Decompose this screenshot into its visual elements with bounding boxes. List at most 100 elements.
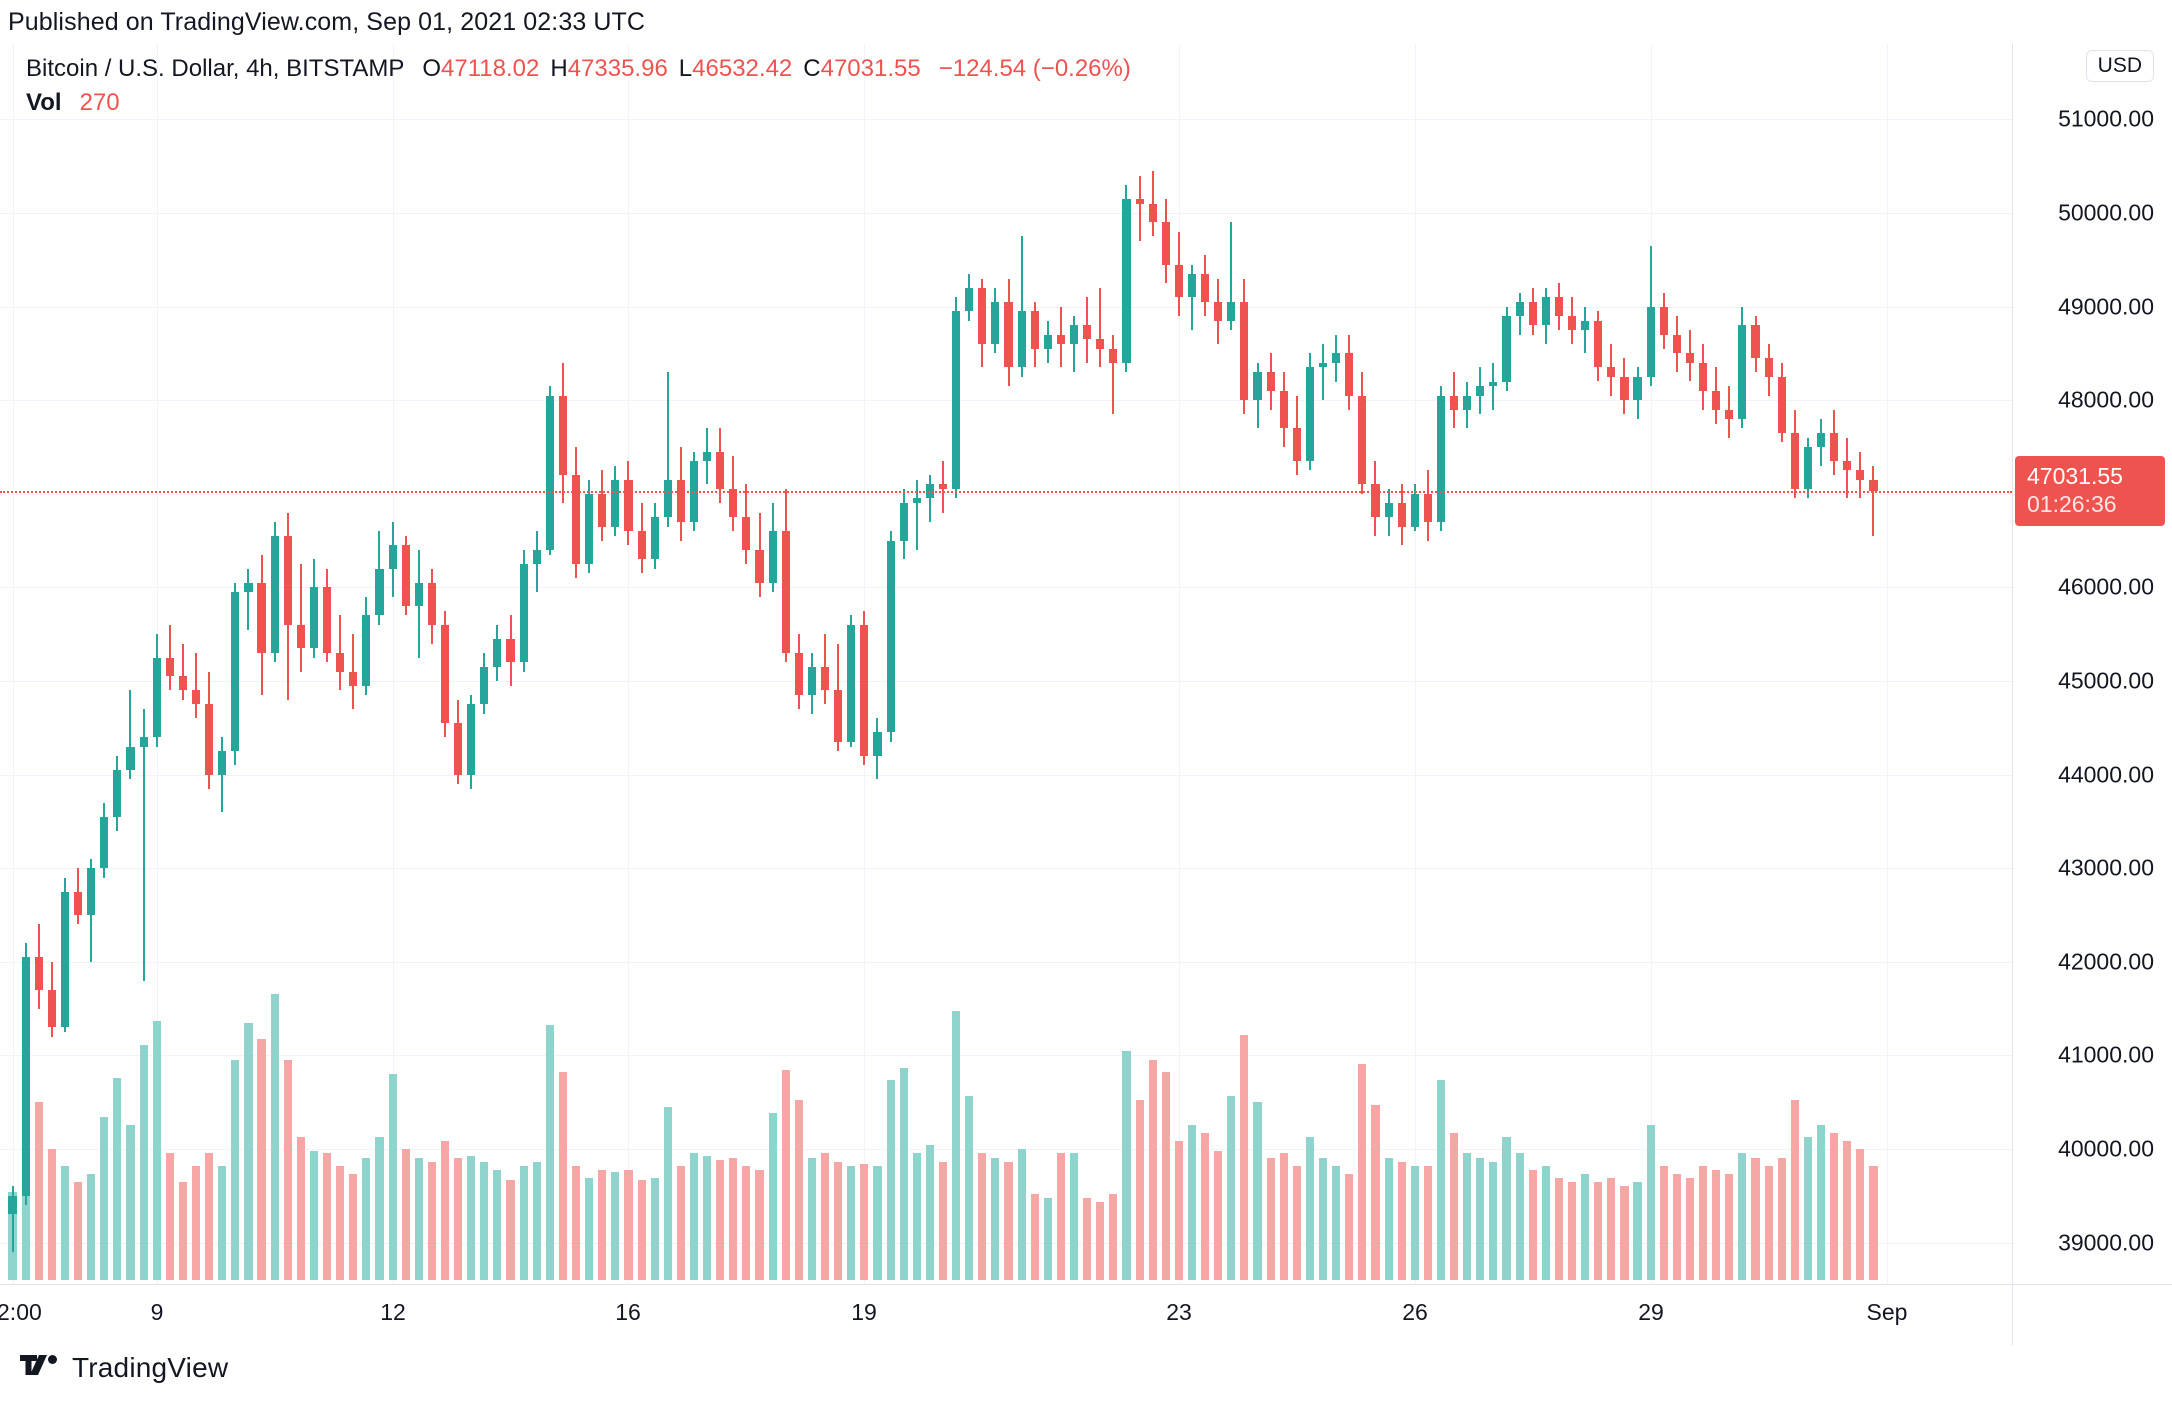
candle-wick <box>1112 334 1115 415</box>
candle-body <box>191 690 201 705</box>
volume-bar <box>1227 1096 1236 1280</box>
candle-body <box>60 891 70 1028</box>
volume-bar <box>139 1045 148 1280</box>
volume-bar <box>820 1153 830 1280</box>
candle-body <box>231 592 240 752</box>
price-axis-tick-label: 42000.00 <box>2058 948 2154 975</box>
candle-wick <box>1138 175 1141 242</box>
volume-bar <box>375 1137 384 1280</box>
candle-wick <box>915 479 918 550</box>
volume-bar <box>427 1161 436 1280</box>
volume-bar <box>650 1177 659 1280</box>
grid-line-vertical <box>1651 44 1652 1284</box>
volume-bar <box>1358 1063 1367 1280</box>
time-axis-tick-label: 12:00 <box>0 1299 42 1325</box>
volume-bar <box>1056 1153 1065 1280</box>
volume-bar <box>283 1059 292 1280</box>
time-axis-tick-label: 23 <box>1166 1299 1192 1325</box>
grid-line-vertical <box>1887 44 1888 1284</box>
volume-bar <box>834 1161 843 1280</box>
volume-bar <box>1646 1124 1655 1280</box>
volume-bar <box>126 1124 135 1280</box>
volume-bar <box>1567 1182 1577 1280</box>
candle-body <box>336 652 345 672</box>
candle-body <box>1292 428 1301 462</box>
candle-body <box>1515 301 1524 316</box>
volume-bar <box>231 1059 240 1280</box>
volume-bar <box>807 1157 816 1280</box>
chart-plot-area[interactable] <box>0 44 2012 1284</box>
volume-bar <box>1122 1051 1131 1280</box>
candle-body <box>100 816 109 869</box>
grid-line-vertical <box>1179 44 1180 1284</box>
volume-bar <box>794 1100 803 1280</box>
time-axis[interactable]: 12:00 9 12 16 19 23 26 29 Sep <box>0 1284 2172 1345</box>
candle-body <box>257 582 266 653</box>
volume-bar <box>1279 1153 1288 1280</box>
candle-body <box>506 638 515 663</box>
volume-bar <box>598 1169 607 1280</box>
volume-bar <box>257 1039 266 1280</box>
candle-body <box>991 301 1000 345</box>
volume-bar <box>532 1161 541 1280</box>
volume-bar <box>1856 1149 1865 1280</box>
volume-bar <box>768 1112 777 1280</box>
volume-bar <box>1214 1151 1223 1280</box>
candle-body <box>349 671 358 686</box>
price-axis-tick-label: 43000.00 <box>2058 854 2154 881</box>
candle-body <box>323 587 332 653</box>
candle-body <box>899 503 908 541</box>
candle-body <box>401 545 410 607</box>
volume-bar <box>558 1071 568 1280</box>
volume-bar <box>716 1159 725 1280</box>
candle-body <box>1161 222 1170 265</box>
candle-body <box>1541 297 1550 326</box>
volume-bar <box>1318 1157 1328 1280</box>
candle-body <box>1240 301 1249 401</box>
candle-body <box>205 704 214 775</box>
volume-bar <box>1816 1124 1826 1280</box>
volume-bar <box>952 1010 961 1280</box>
candle-body <box>716 451 725 490</box>
candle-body <box>572 475 581 564</box>
currency-badge[interactable]: USD <box>2085 50 2154 82</box>
candle-body <box>283 535 292 625</box>
volume-bar <box>1436 1080 1446 1280</box>
candle-body <box>1201 273 1210 302</box>
candle-wick <box>1230 222 1233 331</box>
price-axis-tick-label: 40000.00 <box>2058 1135 2154 1162</box>
candle-body <box>270 535 279 653</box>
candle-body <box>978 287 987 345</box>
volume-bar <box>1751 1157 1760 1280</box>
candle-body <box>21 957 30 1196</box>
candle-body <box>1725 409 1734 419</box>
candle-wick <box>1322 344 1325 401</box>
candle-body <box>1371 484 1380 518</box>
volume-bar <box>1069 1153 1079 1280</box>
volume-bar <box>1672 1173 1681 1280</box>
volume-bar <box>113 1077 122 1280</box>
volume-bar <box>585 1177 594 1280</box>
candle-body <box>1083 325 1092 340</box>
candle-body <box>965 287 974 312</box>
candle-body <box>1069 325 1079 345</box>
candle-body <box>663 479 672 518</box>
tradingview-logo-icon <box>20 1353 60 1384</box>
time-axis-tick-label: 12 <box>380 1299 406 1325</box>
volume-bar <box>624 1169 633 1280</box>
candle-body <box>1384 503 1393 518</box>
time-axis-tick-label: 19 <box>851 1299 877 1325</box>
volume-bar <box>1738 1153 1747 1280</box>
candle-body <box>1318 362 1328 368</box>
volume-bar <box>218 1165 227 1280</box>
volume-bar <box>440 1141 450 1280</box>
price-axis[interactable]: USD 51000.0050000.0049000.0048000.004700… <box>2012 44 2172 1284</box>
candle-body <box>1528 301 1537 326</box>
candle-body <box>1869 479 1878 491</box>
grid-line-horizontal <box>0 119 2012 121</box>
volume-bar <box>1135 1100 1144 1280</box>
candle-body <box>637 531 646 560</box>
volume-bar <box>1292 1165 1301 1280</box>
time-axis-divider <box>2012 1285 2013 1345</box>
volume-bar <box>1843 1141 1852 1280</box>
